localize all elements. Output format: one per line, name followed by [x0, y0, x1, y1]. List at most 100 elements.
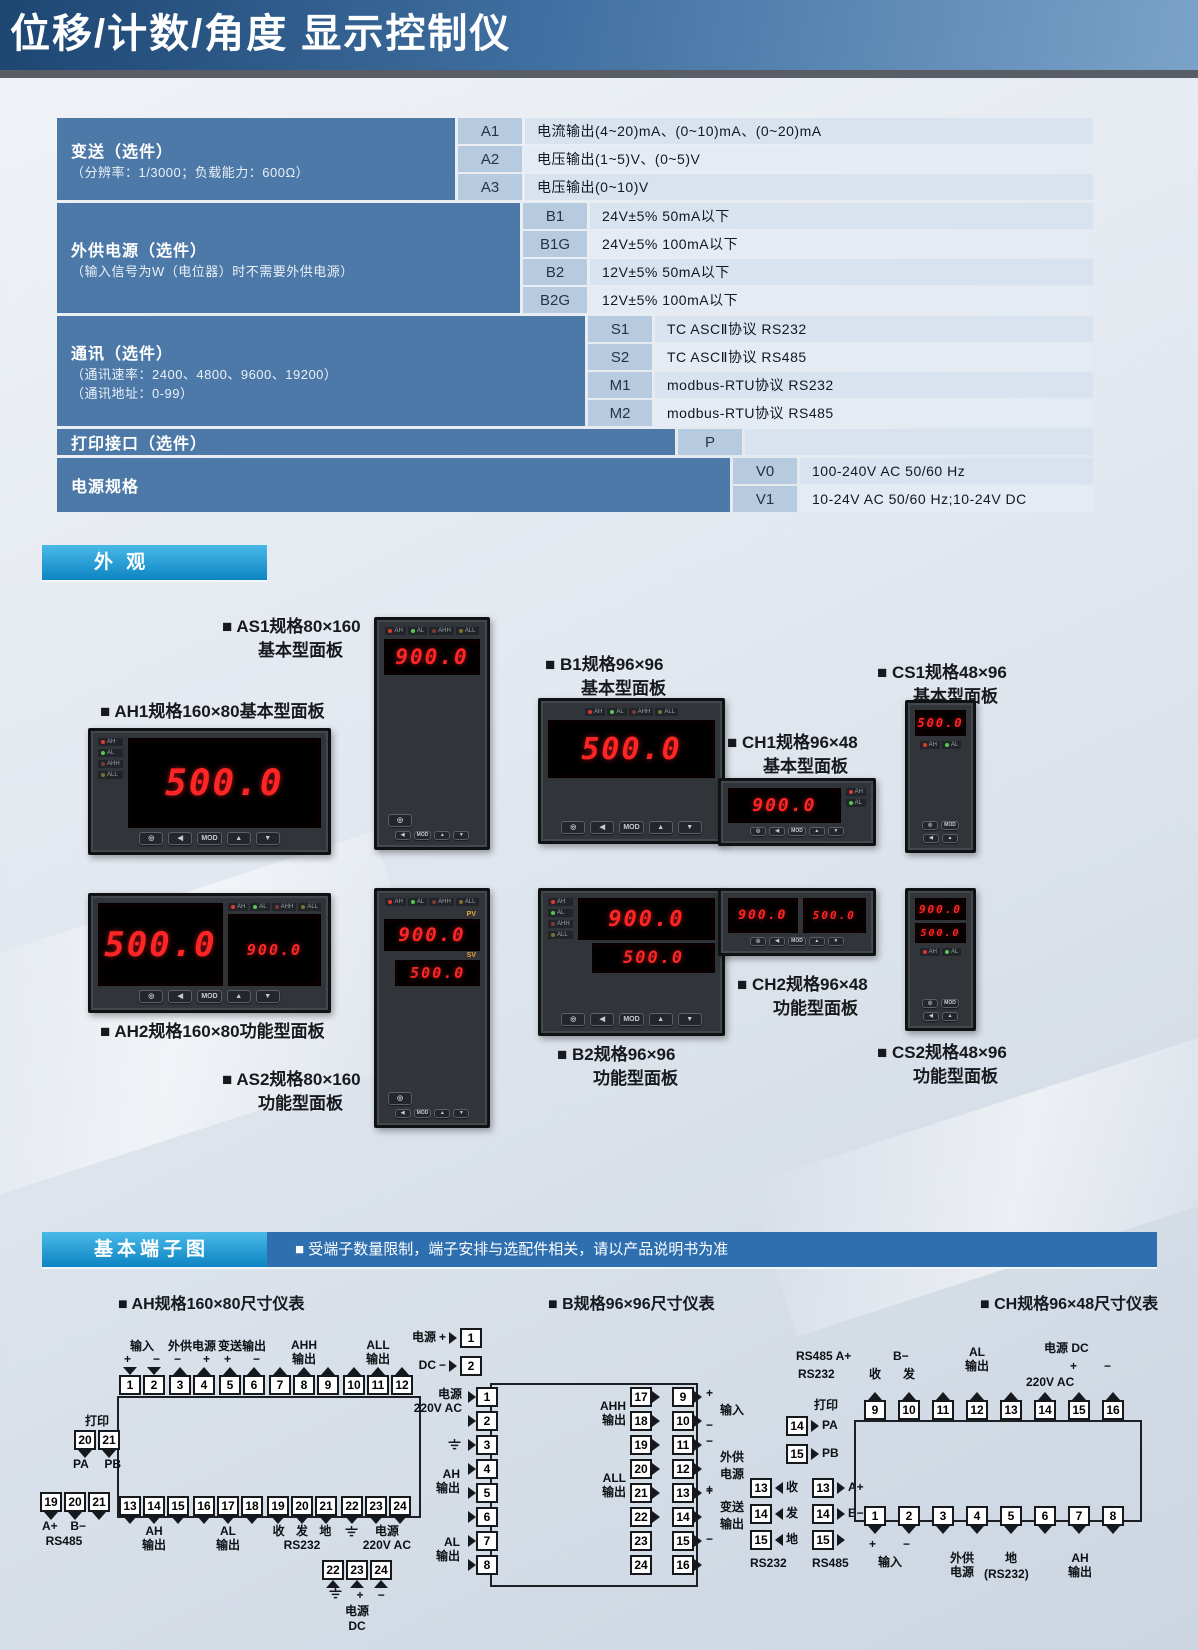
- terminal: 15: [786, 1444, 808, 1465]
- panel-button: ▼: [677, 1013, 702, 1026]
- terminal: 6: [243, 1366, 265, 1395]
- led-dot-icon: [101, 773, 105, 777]
- ah-dc-power-block: 22 23 24 + − 电源 DC: [322, 1560, 392, 1633]
- arrow-triangle-icon: [297, 1366, 311, 1375]
- arrow-triangle-icon: [468, 1535, 476, 1547]
- arrow-triangle-icon: [694, 1463, 702, 1475]
- arrow-triangle-icon: [694, 1415, 702, 1427]
- panel-button: MOD: [619, 1013, 644, 1026]
- panel-b1: AH AL AHH ALL 500.0 ◎ ◀ MOD ▲ ▼: [538, 698, 725, 844]
- earth-icon: [341, 1524, 363, 1542]
- arrow-triangle-icon: [652, 1391, 660, 1403]
- ch-send-label: 发: [903, 1367, 916, 1381]
- led-indicator: ALL: [98, 771, 123, 779]
- arrow-triangle-icon: [221, 1516, 235, 1524]
- panel-label-cs1: ■ CS1规格48×96 基本型面板: [877, 663, 1007, 706]
- group-label: 电源规格: [71, 479, 140, 496]
- led-indicator: AH: [548, 898, 573, 906]
- spec-row: B1G 24V±5% 100mA以下: [523, 231, 1093, 257]
- seven-segment-display: 900.0: [227, 914, 321, 986]
- led-dot-icon: [922, 950, 927, 954]
- spec-group-print: 打印接口（选件） P: [57, 429, 1093, 455]
- terminal: 4: [193, 1366, 215, 1395]
- terminal: 16: [672, 1554, 702, 1576]
- spec-code: A3: [458, 174, 522, 200]
- arrow-triangle-icon: [68, 1512, 82, 1520]
- terminal: 12: [672, 1458, 702, 1480]
- b-ah-out-label: AH 输出: [435, 1467, 460, 1495]
- b-dc-row-1: 电源 + 1: [404, 1328, 483, 1348]
- panel-ah1: AH AL AHH ALL 500.0 ◎ ◀ MOD ▲ ▼: [88, 728, 331, 855]
- panel-button: ▲: [648, 1013, 673, 1026]
- led-indicator: ALL: [548, 931, 573, 939]
- led-dot-icon: [101, 751, 105, 755]
- led-dot-icon: [458, 900, 463, 904]
- panel-button: ◀: [769, 937, 786, 946]
- arrow-triangle-icon: [694, 1439, 702, 1451]
- b-right-terminals: 9 10 11 12 13 14 15 16: [672, 1386, 702, 1576]
- terminal-group-al-out: 16 17 18 AL 输出: [193, 1496, 263, 1553]
- section-header-appearance: 外 观: [42, 545, 267, 582]
- arrow-triangle-icon: [868, 1526, 882, 1534]
- group-label: 变送（选件）: [71, 143, 174, 161]
- arrow-triangle-icon: [775, 1508, 783, 1520]
- panel-label-ah1: ■ AH1规格160×80基本型面板: [100, 702, 325, 721]
- led-indicator: AH: [385, 627, 406, 635]
- terminal: 8: [1102, 1506, 1124, 1534]
- led-dot-icon: [432, 900, 437, 904]
- spec-desc: [745, 429, 1093, 455]
- ch-print-block: 打印 14 PA 15 PB: [786, 1398, 866, 1465]
- seven-segment-display: 500.0: [592, 943, 715, 973]
- b-all-out-label: ALL 输出: [601, 1471, 626, 1499]
- led-indicator: ALL: [455, 627, 479, 635]
- led-dot-icon: [410, 629, 415, 633]
- panel-ch1: 900.0 AH AL ◎ ◀ MOD ▲ ▼: [718, 778, 876, 846]
- ch-rs485-block: 13 A+ 14 B− 15 RS485: [812, 1478, 870, 1570]
- spec-desc: TC ASCⅡ协议 RS232: [655, 316, 1093, 342]
- terminal: 9: [672, 1386, 702, 1408]
- arrow-triangle-icon: [369, 1516, 383, 1524]
- arrow-triangle-icon: [1038, 1392, 1052, 1400]
- led-indicator: AL: [98, 749, 123, 757]
- arrow-triangle-icon: [345, 1516, 359, 1524]
- led-dot-icon: [274, 905, 279, 909]
- panel-label-as2: ■ AS2规格80×160 功能型面板: [222, 1070, 361, 1113]
- ch-ac-power-label: 220V AC: [1026, 1375, 1075, 1389]
- spec-row: M1 modbus-RTU协议 RS232: [588, 372, 1093, 398]
- led-indicator: ALL: [655, 708, 679, 716]
- terminal: 17: [217, 1496, 239, 1524]
- led-indicator: AH: [919, 948, 940, 956]
- panel-button: ▲: [808, 937, 825, 946]
- diagram-title-ch: ■ CH规格96×48尺寸仪表: [980, 1296, 1159, 1313]
- led-dot-icon: [551, 933, 555, 937]
- terminal: 15: [167, 1496, 189, 1524]
- arrow-triangle-icon: [326, 1580, 340, 1588]
- led-dot-icon: [388, 629, 393, 633]
- ch-al-out-label: AL 输出: [964, 1345, 989, 1373]
- led-dot-icon: [631, 710, 636, 714]
- earth-icon: [448, 1437, 461, 1455]
- panel-button: ◀: [769, 827, 786, 836]
- terminal: 3: [468, 1434, 498, 1456]
- led-indicator: AL: [607, 708, 627, 716]
- arrow-triangle-icon: [775, 1534, 783, 1546]
- terminal: 7: [269, 1366, 291, 1395]
- arrow-triangle-icon: [197, 1366, 211, 1375]
- terminal: 8: [468, 1554, 498, 1576]
- led-indicator: AHH: [548, 920, 573, 928]
- panel-button: MOD: [941, 999, 959, 1008]
- terminal: 18: [241, 1496, 263, 1524]
- arrow-triangle-icon: [350, 1580, 364, 1588]
- arrow-triangle-icon: [652, 1463, 660, 1475]
- terminal-row: 15 地: [750, 1530, 804, 1550]
- ah-rs485-block: 19 20 21 A+ B− RS485: [40, 1492, 114, 1548]
- terminal-group-all: ALL 输出 10 11 12: [343, 1338, 413, 1395]
- arrow-triangle-icon: [468, 1391, 476, 1403]
- terminal: 14: [143, 1496, 165, 1524]
- arrow-triangle-icon: [1072, 1392, 1086, 1400]
- led-indicator: AH: [845, 788, 866, 796]
